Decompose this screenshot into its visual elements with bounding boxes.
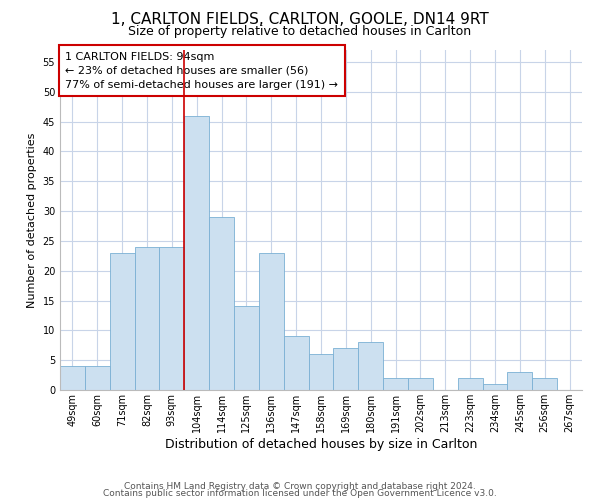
Bar bbox=[60, 366, 85, 390]
Bar bbox=[209, 217, 234, 390]
Text: Size of property relative to detached houses in Carlton: Size of property relative to detached ho… bbox=[128, 25, 472, 38]
Bar bbox=[532, 378, 557, 390]
Bar bbox=[358, 342, 383, 390]
Bar bbox=[482, 384, 508, 390]
Bar bbox=[184, 116, 209, 390]
Bar bbox=[408, 378, 433, 390]
X-axis label: Distribution of detached houses by size in Carlton: Distribution of detached houses by size … bbox=[165, 438, 477, 450]
Y-axis label: Number of detached properties: Number of detached properties bbox=[27, 132, 37, 308]
Bar bbox=[134, 247, 160, 390]
Bar bbox=[458, 378, 482, 390]
Text: Contains HM Land Registry data © Crown copyright and database right 2024.: Contains HM Land Registry data © Crown c… bbox=[124, 482, 476, 491]
Text: Contains public sector information licensed under the Open Government Licence v3: Contains public sector information licen… bbox=[103, 490, 497, 498]
Text: 1 CARLTON FIELDS: 94sqm
← 23% of detached houses are smaller (56)
77% of semi-de: 1 CARLTON FIELDS: 94sqm ← 23% of detache… bbox=[65, 52, 338, 90]
Bar bbox=[308, 354, 334, 390]
Bar bbox=[334, 348, 358, 390]
Bar bbox=[234, 306, 259, 390]
Bar bbox=[160, 247, 184, 390]
Bar bbox=[85, 366, 110, 390]
Bar bbox=[110, 253, 134, 390]
Bar bbox=[383, 378, 408, 390]
Text: 1, CARLTON FIELDS, CARLTON, GOOLE, DN14 9RT: 1, CARLTON FIELDS, CARLTON, GOOLE, DN14 … bbox=[111, 12, 489, 28]
Bar bbox=[508, 372, 532, 390]
Bar bbox=[259, 253, 284, 390]
Bar bbox=[284, 336, 308, 390]
